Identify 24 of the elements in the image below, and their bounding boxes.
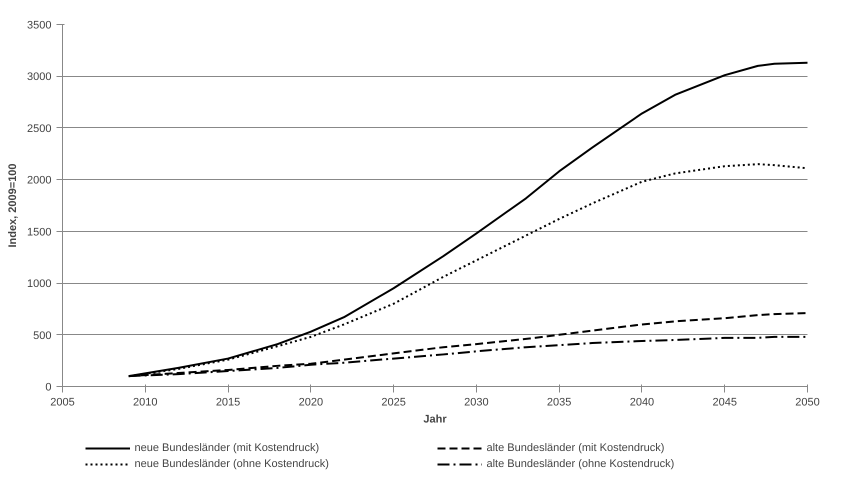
x-tick-label: 2050: [795, 396, 820, 408]
x-tick-label: 2005: [50, 396, 75, 408]
legend-label: neue Bundesländer (mit Kostendruck): [134, 441, 320, 455]
x-tick-label: 2015: [216, 396, 240, 408]
x-tick-label: 2030: [464, 396, 489, 408]
legend-label: neue Bundesländer (ohne Kostendruck): [134, 457, 330, 471]
legend-label: alte Bundesländer (mit Kostendruck): [486, 441, 666, 455]
x-tick-label: 2045: [712, 396, 737, 408]
x-axis-title: Jahr: [423, 414, 448, 426]
legend-label: alte Bundesländer (ohne Kostendruck): [486, 457, 676, 471]
y-tick-label: 3500: [27, 20, 52, 32]
y-tick-label: 1500: [27, 226, 52, 238]
y-tick-label: 2000: [27, 174, 52, 187]
x-tick-label: 2010: [133, 396, 158, 408]
y-tick-label: 1000: [27, 278, 52, 290]
y-tick-label: 0: [45, 382, 52, 394]
x-tick-label: 2040: [630, 396, 654, 408]
x-tick-label: 2020: [298, 396, 324, 408]
x-tick-label: 2025: [381, 396, 406, 408]
y-tick-label: 2500: [27, 122, 52, 135]
y-tick-label: 3000: [27, 71, 52, 84]
x-tick-label: 2035: [546, 396, 572, 408]
y-axis-title: Index, 2009=100: [7, 163, 20, 248]
y-tick-label: 500: [33, 330, 52, 342]
